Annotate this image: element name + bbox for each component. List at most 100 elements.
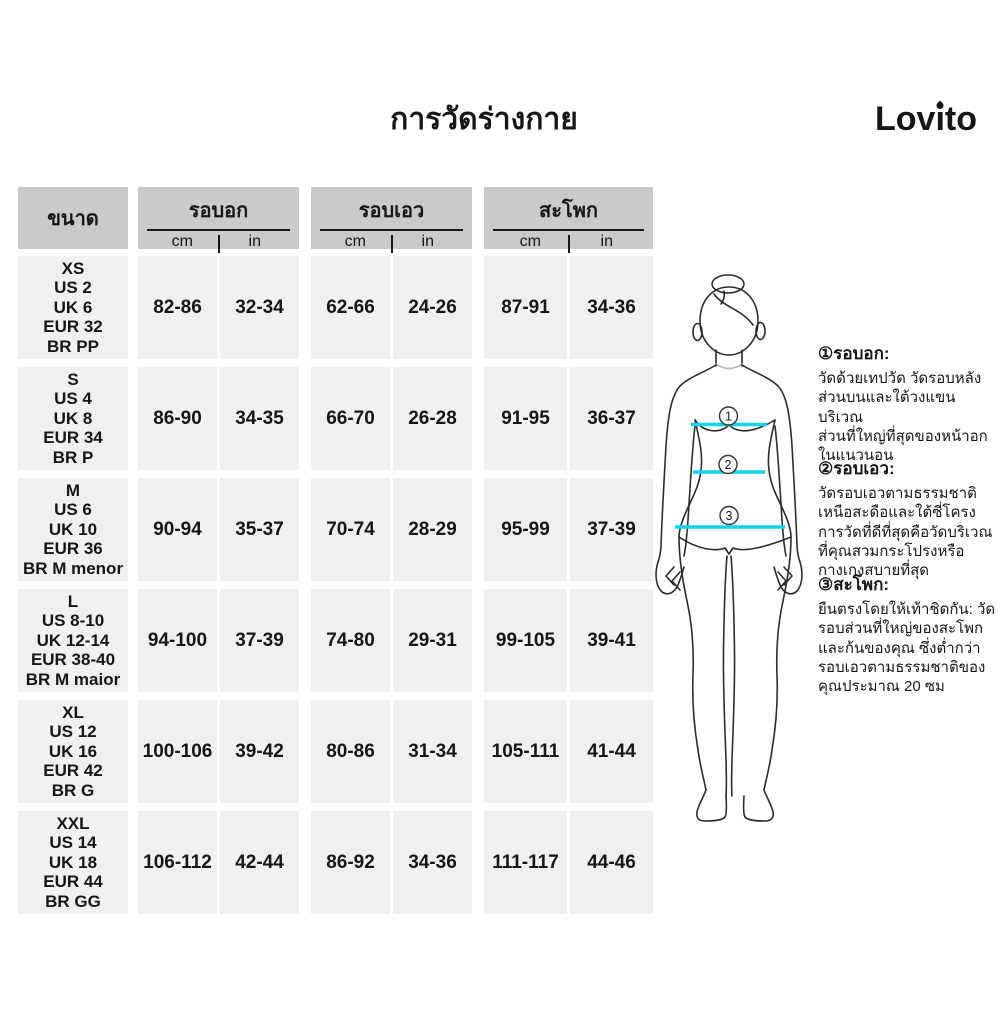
- chest-in-value: 34-35: [220, 367, 299, 470]
- waist-in-value: 24-26: [393, 256, 472, 359]
- hips-cm-value: 87-91: [484, 256, 567, 359]
- waist-cm-value: 62-66: [311, 256, 390, 359]
- waist-cm-value: 80-86: [311, 700, 390, 803]
- waist-cm-value: 74-80: [311, 589, 390, 692]
- size-cell-l: L US 8-10 UK 12-14 EUR 38-40 BR M maior: [18, 589, 128, 692]
- chest-cm-value: 82-86: [138, 256, 217, 359]
- marker-circle-3: [719, 505, 739, 526]
- size-cell-xl: XL US 12 UK 16 EUR 42 BR G: [18, 700, 128, 803]
- hips-in-value: 39-41: [570, 589, 653, 692]
- note-bust-heading: ①รอบอก:: [818, 344, 890, 363]
- note-hips: ③สะโพก: ยืนตรงโดยให้เท้าชิดกัน: วัด รอบส…: [818, 575, 998, 696]
- left-arm-inner: [683, 425, 696, 557]
- hips-cm-value: 95-99: [484, 478, 567, 581]
- left-arm-outer: [657, 364, 717, 563]
- size-column-header: ขนาด: [18, 187, 128, 249]
- hair-swoosh: [713, 293, 754, 326]
- hips-in-value: 34-36: [570, 256, 653, 359]
- left-leg-outer: [678, 536, 707, 791]
- hair-part: [720, 290, 726, 305]
- chest-in-value: 35-37: [220, 478, 299, 581]
- measure-markers: 1 2 3: [718, 406, 739, 526]
- hips-in-value: 36-37: [570, 367, 653, 470]
- waist-in-value: 28-29: [393, 478, 472, 581]
- unit-divider: [567, 235, 570, 253]
- marker-number-2: 2: [725, 458, 732, 472]
- underwear-line: [678, 536, 792, 555]
- right-arm-outer: [741, 364, 801, 563]
- hips-in-value: 44-46: [570, 811, 653, 914]
- chest-in-value: 37-39: [220, 589, 299, 692]
- body-measurement-figure: 1 2 3: [655, 250, 815, 830]
- hips-in-value: 37-39: [570, 478, 653, 581]
- hips-units: cm in: [493, 229, 644, 253]
- chest-group-label: รอบอก: [188, 200, 249, 222]
- right-foot: [742, 789, 774, 822]
- hips-in-value: 41-44: [570, 700, 653, 803]
- waist-group-header: รอบเอว cm in: [311, 187, 472, 253]
- marker-circle-1: [718, 406, 739, 426]
- left-foot: [696, 789, 728, 822]
- right-arm-inner: [774, 425, 787, 557]
- marker-number-3: 3: [726, 509, 733, 523]
- waist-unit-cm: cm: [344, 233, 366, 250]
- chest-cm-value: 100-106: [138, 700, 217, 803]
- waist-in-value: 29-31: [393, 589, 472, 692]
- size-table: ขนาด รอบอก cm in รอบเอว cm in สะโพก cm i…: [18, 187, 653, 914]
- hips-unit-in: in: [600, 233, 613, 250]
- note-bust: ①รอบอก: วัดด้วยเทปวัด วัดรอบหลัง ส่วนบนแ…: [818, 344, 998, 465]
- chest-group-header: รอบอก cm in: [138, 187, 299, 253]
- bust-curve-left: [694, 419, 729, 432]
- waist-in-value: 34-36: [393, 811, 472, 914]
- torso-left: [678, 419, 703, 538]
- chest-units: cm in: [147, 229, 290, 253]
- left-hand-fingers: [665, 566, 681, 591]
- right-leg-outer: [763, 536, 792, 791]
- hips-cm-value: 105-111: [484, 700, 567, 803]
- waist-units: cm in: [320, 229, 463, 253]
- size-cell-m: M US 6 UK 10 EUR 36 BR M menor: [18, 478, 128, 581]
- right-leg-inner: [730, 555, 736, 797]
- chest-unit-in: in: [248, 233, 261, 250]
- left-ear: [692, 322, 703, 342]
- note-hips-heading: ③สะโพก:: [818, 575, 890, 594]
- hips-group-label: สะโพก: [539, 200, 598, 222]
- hips-cm-value: 99-105: [484, 589, 567, 692]
- waist-cm-value: 70-74: [311, 478, 390, 581]
- unit-divider: [217, 235, 220, 253]
- head-outline: [699, 286, 759, 356]
- hips-cm-value: 111-117: [484, 811, 567, 914]
- chest-in-value: 39-42: [220, 700, 299, 803]
- size-cell-xxl: XXL US 14 UK 18 EUR 44 BR GG: [18, 811, 128, 914]
- hair-bun: [711, 274, 745, 294]
- bust-curve-right: [729, 419, 776, 432]
- hips-unit-cm: cm: [519, 233, 541, 250]
- body-outline-illustration: 1 2 3: [655, 274, 803, 822]
- marker-circle-2: [718, 454, 738, 475]
- waist-cm-value: 66-70: [311, 367, 390, 470]
- chest-cm-value: 106-112: [138, 811, 217, 914]
- torso-right: [767, 419, 792, 538]
- right-hand: [773, 561, 803, 595]
- brand-logo-i: ı: [935, 100, 946, 138]
- right-ear: [755, 321, 766, 341]
- waist-in-value: 26-28: [393, 367, 472, 470]
- waist-unit-in: in: [421, 233, 434, 250]
- left-hand: [655, 561, 685, 595]
- chest-cm-value: 90-94: [138, 478, 217, 581]
- waist-in-value: 31-34: [393, 700, 472, 803]
- collar-line: [715, 363, 743, 370]
- brand-logo-post: to: [944, 100, 977, 138]
- brand-logo: Lov ı to: [875, 99, 977, 139]
- chest-in-value: 32-34: [220, 256, 299, 359]
- left-leg-inner: [722, 555, 728, 797]
- page-title: การวัดร่างกาย: [390, 103, 578, 136]
- chest-cm-value: 94-100: [138, 589, 217, 692]
- size-cell-xs: XS US 2 UK 6 EUR 32 BR PP: [18, 256, 128, 359]
- hips-cm-value: 91-95: [484, 367, 567, 470]
- chest-unit-cm: cm: [171, 233, 193, 250]
- waist-group-label: รอบเอว: [358, 200, 425, 222]
- note-waist-heading: ②รอบเอว:: [818, 459, 895, 478]
- note-waist: ②รอบเอว: วัดรอบเอวตามธรรมชาติ เหนือสะดือ…: [818, 459, 998, 580]
